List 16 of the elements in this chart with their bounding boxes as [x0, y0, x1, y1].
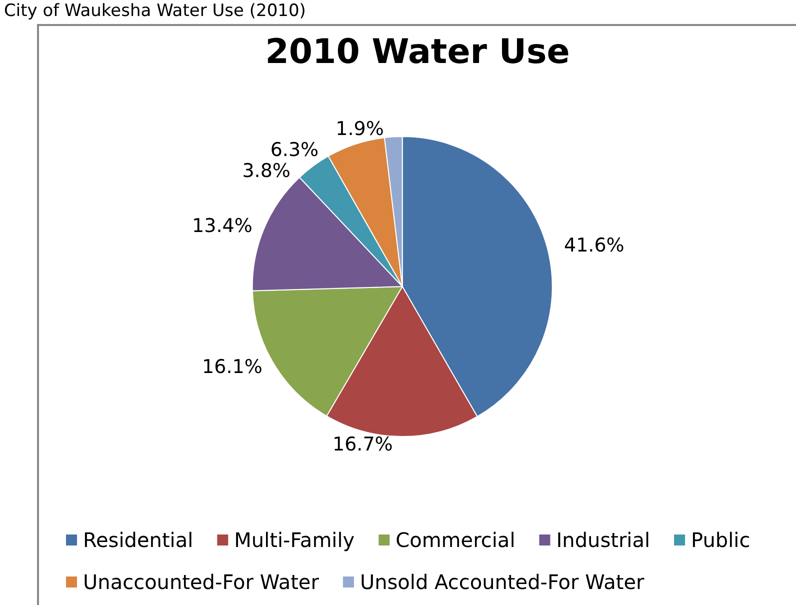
chart-title: 2010 Water Use	[265, 32, 570, 72]
legend-label: Unsold Accounted-For Water	[360, 570, 645, 594]
data-label: 13.4%	[192, 214, 252, 237]
legend-label: Public	[691, 528, 750, 552]
data-label: 1.9%	[336, 118, 384, 140]
data-label: 41.6%	[564, 234, 624, 257]
legend-label: Multi-Family	[234, 528, 355, 552]
legend-label: Residential	[83, 528, 194, 552]
data-label: 16.7%	[332, 434, 393, 456]
data-label: 3.8%	[242, 160, 290, 182]
data-label: 6.3%	[270, 138, 319, 161]
data-label: 16.1%	[202, 356, 262, 378]
text: City of Waukesha Water Use (2010)	[4, 1, 306, 21]
legend-label: Unaccounted-For Water	[83, 570, 320, 594]
legend-label: Industrial	[556, 528, 650, 552]
legend-label: Commercial	[396, 528, 516, 552]
